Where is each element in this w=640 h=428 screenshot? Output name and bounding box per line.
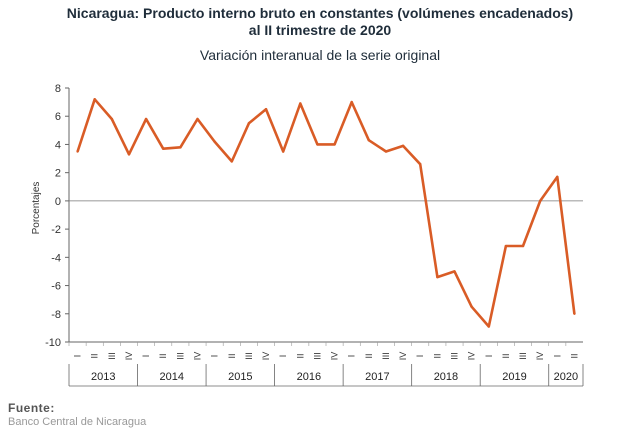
data-point [179, 146, 182, 149]
x-year-label: 2019 [502, 371, 526, 383]
chart-axes [68, 88, 583, 343]
x-quarter-label: I [278, 355, 288, 358]
y-tick-label: 2 [55, 168, 61, 180]
x-quarter-label: IV [467, 352, 477, 361]
x-year-label: 2017 [365, 371, 389, 383]
y-axis-ticks: 8 6 4 2 0 -2 -4 -6 -8 -10 [45, 83, 69, 349]
x-quarter-label: I [210, 355, 220, 358]
y-tick-label: -8 [51, 309, 61, 321]
x-year-label: 2020 [554, 371, 578, 383]
data-point [299, 102, 302, 105]
x-quarter-label: IV [535, 352, 545, 361]
data-point [162, 147, 165, 150]
chart-title-line1: Nicaragua: Producto interno bruto en con… [66, 5, 574, 21]
data-point [384, 150, 388, 153]
x-quarter-label: IV [398, 352, 408, 361]
x-year-label: 2013 [91, 371, 115, 383]
y-tick-label: 4 [55, 139, 61, 151]
x-quarter-label: II [158, 353, 168, 358]
data-point [350, 100, 353, 104]
x-quarter-label: III [175, 352, 185, 360]
x-quarter-label: II [432, 353, 442, 358]
x-year-label: 2018 [434, 371, 458, 383]
x-quarter-label: II [227, 353, 237, 358]
x-quarter-label: III [107, 352, 117, 360]
x-quarter-label: IV [330, 352, 340, 361]
data-point [556, 175, 559, 179]
x-year-label: 2014 [160, 371, 184, 383]
data-point [367, 139, 371, 142]
data-point [281, 150, 285, 153]
chart-subtitle: Variación interanual de la serie origina… [199, 47, 441, 63]
data-point [401, 144, 405, 148]
y-tick-label: 0 [55, 196, 61, 208]
x-quarter-label: III [450, 352, 460, 360]
x-quarter-label: IV [261, 352, 271, 361]
x-quarter-label: II [295, 353, 305, 358]
x-quarter-label: I [141, 355, 151, 358]
x-quarter-label: I [347, 355, 357, 358]
x-quarter-label: I [552, 355, 562, 358]
data-point [264, 107, 268, 111]
series-line [76, 98, 576, 328]
data-point [230, 160, 233, 163]
source-label: Fuente: [8, 401, 55, 415]
data-point [453, 270, 456, 273]
x-quarter-label: III [518, 352, 528, 360]
x-quarter-label: II [364, 353, 374, 358]
data-point [76, 150, 79, 153]
x-axis-ticks: I II III IV I II III IV I II III IV I II III IV I II III IV… [68, 342, 584, 387]
y-tick-label: -10 [45, 337, 61, 349]
x-quarter-label: III [381, 352, 391, 360]
data-point [538, 199, 542, 203]
y-tick-label: 6 [55, 111, 61, 123]
x-quarter-label: I [415, 355, 425, 358]
data-point [470, 305, 473, 308]
data-point [573, 312, 576, 315]
x-quarter-label: IV [124, 352, 134, 361]
y-tick-label: -6 [51, 281, 61, 293]
y-tick-label: -2 [51, 224, 61, 236]
source-text: Banco Central de Nicaragua [8, 416, 147, 428]
data-point [333, 143, 336, 146]
x-quarter-label: III [244, 352, 254, 360]
data-point [487, 325, 490, 328]
x-quarter-label: I [484, 355, 494, 358]
x-quarter-label: III [312, 352, 322, 360]
x-year-label: 2016 [297, 371, 321, 383]
y-axis-label: Porcentajes [31, 182, 42, 235]
data-point [504, 244, 508, 248]
data-point [436, 275, 439, 279]
x-quarter-label: I [73, 355, 83, 358]
data-point [110, 117, 114, 121]
data-point [521, 244, 525, 248]
series-line-group [76, 98, 576, 328]
y-tick-label: -4 [51, 252, 61, 264]
y-tick-label: 8 [55, 83, 61, 95]
x-quarter-label: IV [193, 352, 203, 361]
data-point [419, 163, 422, 166]
x-quarter-label: II [501, 353, 511, 358]
chart-title-line2: al II trimestre de 2020 [248, 22, 392, 38]
x-quarter-label: II [90, 353, 100, 358]
data-point [213, 140, 216, 143]
data-point [144, 117, 148, 121]
data-point [127, 153, 131, 156]
data-point [196, 117, 199, 121]
x-quarter-label: II [569, 353, 579, 358]
data-point [93, 98, 96, 101]
x-year-label: 2015 [228, 371, 252, 383]
data-point [247, 122, 251, 125]
data-point [316, 143, 319, 146]
